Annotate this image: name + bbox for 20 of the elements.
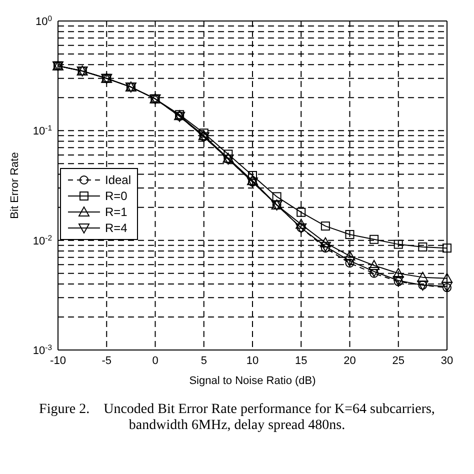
y-tick-label: 10$^{-1}$ [32, 123, 52, 138]
x-tick-label: 10 [246, 354, 259, 367]
legend-label: Ideal [105, 173, 132, 187]
x-tick-label: 0 [152, 354, 158, 367]
y-tick-label: 10$^{-2}$ [32, 232, 52, 248]
y-tick-label: 10$^{-3}$ [32, 342, 52, 357]
x-tick-label: 25 [392, 354, 404, 367]
x-tick-label: 20 [344, 354, 356, 367]
x-axis-title: Signal to Noise Ratio (dB) [189, 375, 316, 387]
y-tick-label: 10$^{0}$ [35, 14, 52, 28]
x-tick-label: -10 [50, 354, 66, 367]
legend-label: R=1 [105, 205, 128, 219]
legend-label: R=0 [105, 189, 128, 203]
y-axis-title: Bit Error Rate [8, 152, 21, 219]
caption: Figure 2. Uncoded Bit Error Rate performance for K=64 subcarriers, bandwidth 6MHz, delay spread 480ns. [38, 402, 436, 434]
legend-label: R=4 [105, 221, 128, 235]
x-tick-label: 30 [440, 354, 454, 367]
x-tick-label: -5 [102, 354, 112, 367]
x-tick-label: 5 [200, 354, 207, 367]
x-tick-label: 15 [295, 354, 308, 367]
